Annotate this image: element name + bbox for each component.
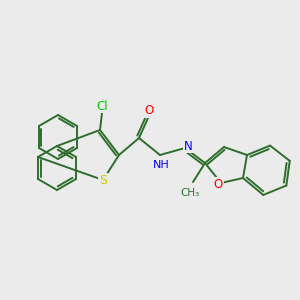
Text: N: N [184,140,192,152]
Text: NH: NH [153,160,169,170]
Text: O: O [144,104,154,118]
Text: CH₃: CH₃ [180,188,200,198]
Text: S: S [99,173,107,187]
Text: O: O [213,178,223,190]
Text: Cl: Cl [96,100,108,112]
